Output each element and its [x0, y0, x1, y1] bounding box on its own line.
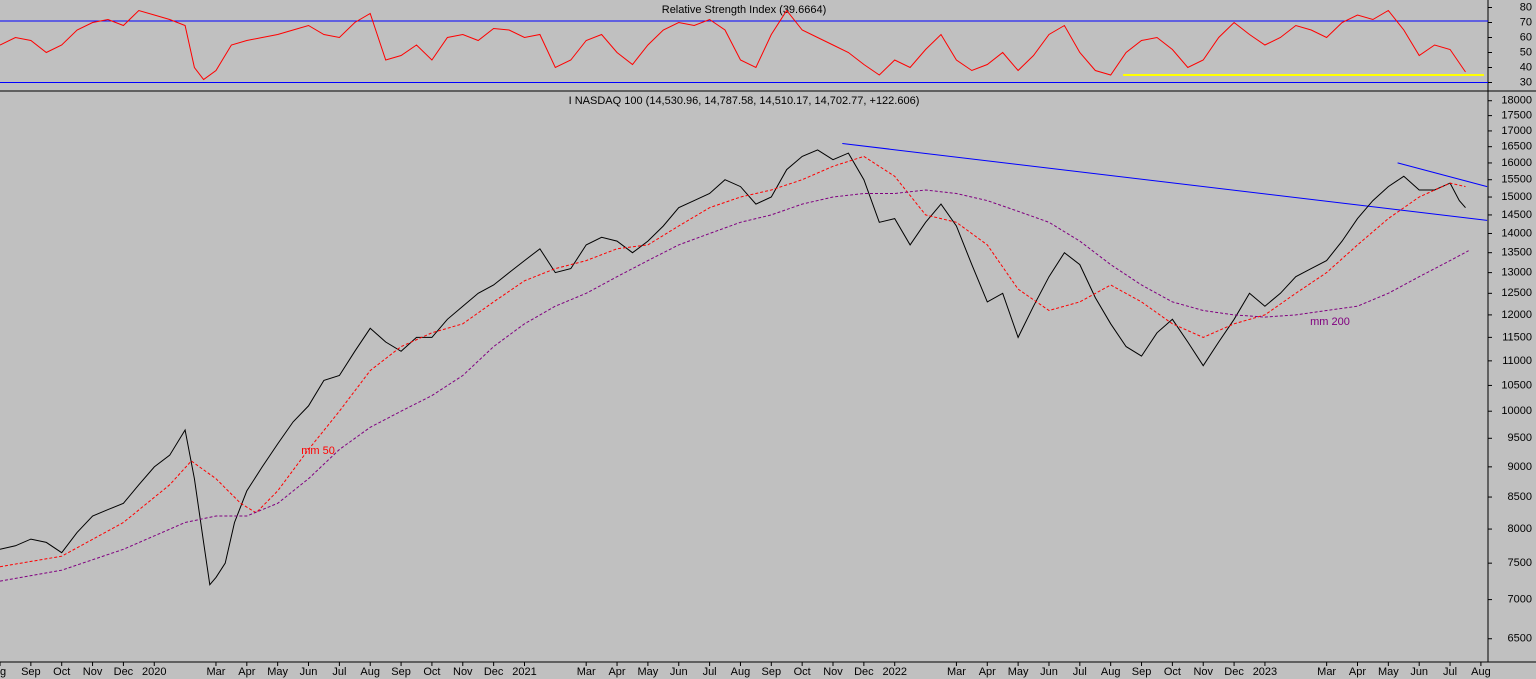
y-tick-label: 10000	[1501, 405, 1532, 417]
moving-average	[0, 189, 1469, 582]
annotation: mm 200	[1310, 316, 1350, 328]
x-tick-label: Sep	[1132, 666, 1152, 678]
x-tick-label: Oct	[53, 666, 70, 678]
y-tick-label: 9000	[1508, 461, 1532, 473]
x-tick-label: Mar	[1317, 666, 1336, 678]
y-tick-label: 17000	[1501, 125, 1532, 137]
x-tick-label: Jul	[332, 666, 346, 678]
y-tick-label: 16000	[1501, 157, 1532, 169]
x-tick-label: Aug	[1101, 666, 1121, 678]
x-tick-label: Apr	[979, 666, 996, 678]
series-line	[0, 149, 1466, 586]
annotation: mm 50	[301, 445, 335, 457]
x-tick-label: Aug	[360, 666, 380, 678]
y-tick-label: 80	[1520, 1, 1532, 13]
y-tick-label: 17500	[1501, 110, 1532, 122]
trend-line	[1397, 162, 1488, 188]
x-tick-label: Mar	[577, 666, 596, 678]
x-tick-label: May	[1008, 666, 1029, 678]
y-tick-label: 30	[1520, 76, 1532, 88]
y-tick-label: 14500	[1501, 209, 1532, 221]
x-tick-label: Nov	[1193, 666, 1213, 678]
x-tick-label: Mar	[947, 666, 966, 678]
x-tick-label: Oct	[423, 666, 440, 678]
y-tick-label: 60	[1520, 31, 1532, 43]
x-tick-label: Jun	[300, 666, 318, 678]
x-tick-label: Jun	[1410, 666, 1428, 678]
x-tick-label: Jul	[1443, 666, 1457, 678]
x-tick-label: Jun	[670, 666, 688, 678]
y-tick-label: 40	[1520, 61, 1532, 73]
x-tick-label: Dec	[1224, 666, 1244, 678]
x-tick-label: Apr	[238, 666, 255, 678]
y-tick-label: 11000	[1502, 355, 1532, 367]
x-tick-label: Jul	[1073, 666, 1087, 678]
x-tick-label: Oct	[1164, 666, 1181, 678]
price-title: I NASDAQ 100 (14,530.96, 14,787.58, 14,5…	[569, 95, 920, 107]
y-tick-label: 9500	[1508, 432, 1532, 444]
x-tick-label: Nov	[453, 666, 473, 678]
series-line	[0, 9, 1466, 81]
y-tick-label: 10500	[1501, 379, 1532, 391]
y-tick-label: 14000	[1501, 227, 1532, 239]
y-tick-label: 7000	[1508, 594, 1532, 606]
y-tick-label: 70	[1520, 16, 1532, 28]
x-tick-label: Apr	[608, 666, 625, 678]
trend-line	[842, 143, 1488, 221]
x-tick-label: Dec	[114, 666, 134, 678]
x-tick-label: Jun	[1040, 666, 1058, 678]
y-tick-label: 13500	[1501, 247, 1532, 259]
x-tick-label: 2020	[142, 666, 166, 678]
y-tick-label: 11500	[1502, 331, 1532, 343]
y-tick-label: 8500	[1508, 491, 1532, 503]
x-tick-label: 2023	[1253, 666, 1277, 678]
y-tick-label: 15500	[1501, 174, 1532, 186]
x-tick-label: ug	[0, 666, 6, 678]
x-tick-label: Aug	[731, 666, 751, 678]
x-tick-label: Dec	[854, 666, 874, 678]
x-tick-label: Apr	[1349, 666, 1366, 678]
y-tick-label: 8000	[1508, 523, 1532, 535]
y-tick-label: 6500	[1508, 633, 1532, 645]
x-tick-label: Mar	[206, 666, 225, 678]
y-tick-label: 18000	[1501, 95, 1532, 107]
y-tick-label: 13000	[1501, 267, 1532, 279]
y-tick-label: 15000	[1501, 191, 1532, 203]
moving-average	[0, 155, 1466, 568]
rsi-title: Relative Strength Index (39.6664)	[662, 4, 827, 16]
x-tick-label: Sep	[391, 666, 411, 678]
y-tick-label: 16500	[1501, 141, 1532, 153]
x-tick-label: Oct	[794, 666, 811, 678]
x-tick-label: May	[1378, 666, 1399, 678]
y-tick-label: 12500	[1501, 287, 1532, 299]
x-tick-label: Aug	[1471, 666, 1491, 678]
x-tick-label: 2022	[882, 666, 906, 678]
x-tick-label: May	[267, 666, 288, 678]
y-tick-label: 50	[1520, 46, 1532, 58]
x-tick-label: Nov	[823, 666, 843, 678]
y-tick-label: 7500	[1508, 557, 1532, 569]
y-tick-label: 12000	[1501, 309, 1532, 321]
x-tick-label: May	[638, 666, 659, 678]
x-tick-label: Nov	[83, 666, 103, 678]
x-tick-label: Jul	[703, 666, 717, 678]
x-tick-label: Sep	[21, 666, 41, 678]
x-tick-label: Sep	[762, 666, 782, 678]
x-tick-label: 2021	[512, 666, 536, 678]
x-tick-label: Dec	[484, 666, 504, 678]
